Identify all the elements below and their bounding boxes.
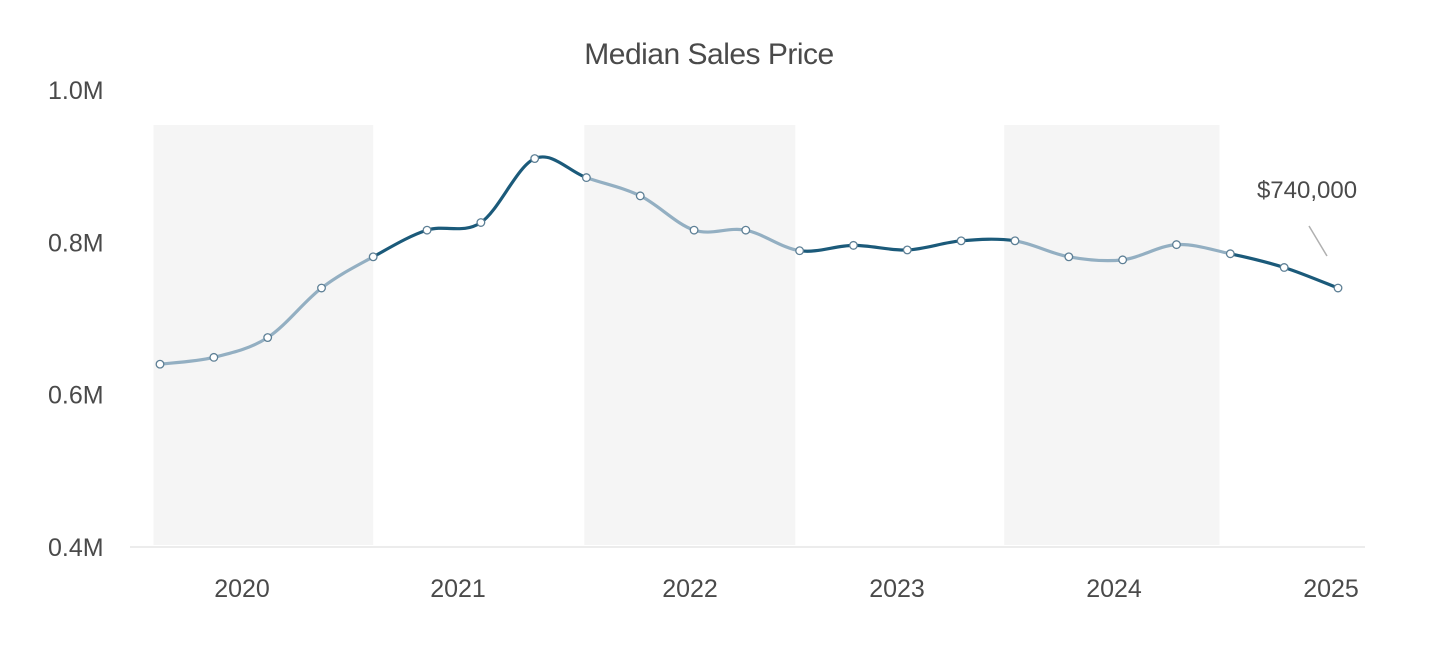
data-point: [1064, 252, 1074, 262]
data-point: [581, 173, 591, 183]
data-point: [317, 283, 326, 293]
line-segment: [533, 155, 589, 180]
line-segment: [1228, 252, 1286, 270]
data-point: [956, 236, 966, 246]
line-segment: [212, 335, 270, 359]
line-segment: [1121, 243, 1179, 262]
data-point: [530, 154, 540, 163]
line-segment: [638, 194, 696, 232]
data-point: [689, 225, 699, 235]
line-segment: [584, 175, 642, 198]
line-segment: [851, 243, 909, 252]
line-segment: [959, 237, 1017, 243]
line-segment: [1013, 239, 1071, 259]
data-point: [1279, 263, 1289, 272]
annotation-leader-line: [1308, 225, 1328, 257]
data-point: [368, 252, 378, 262]
line-segment: [744, 228, 802, 253]
price-markers: [155, 154, 1343, 369]
line-segment: [905, 239, 963, 252]
line-segment: [425, 220, 483, 232]
x-axis-ticks: 2020 2021 2022 2023 2024 2025: [214, 575, 1359, 603]
shaded-band-3: [1004, 125, 1220, 545]
data-point: [263, 333, 273, 342]
data-point: [1118, 255, 1128, 265]
x-tick-label: 2023: [869, 575, 925, 603]
line-segment: [1067, 255, 1125, 263]
line-segment: [1282, 265, 1340, 290]
line-segment: [371, 228, 429, 259]
data-point: [635, 191, 645, 201]
chart-title: Median Sales Price: [584, 38, 833, 71]
data-point: [1225, 249, 1235, 259]
line-segment: [479, 156, 537, 225]
y-tick-label: 1.0M: [48, 77, 104, 105]
annotation-label: $740,000: [1257, 177, 1357, 204]
shaded-year-bands: [153, 125, 1220, 545]
x-tick-label: 2020: [214, 575, 270, 603]
data-point: [155, 359, 165, 369]
annotations: $740,000: [1257, 177, 1357, 257]
data-point: [476, 218, 486, 227]
y-tick-label: 0.4M: [48, 534, 104, 562]
data-point: [209, 352, 219, 362]
line-segment: [266, 286, 324, 340]
data-point: [848, 240, 858, 250]
y-axis-ticks: 1.0M 0.8M 0.6M 0.4M: [48, 77, 104, 562]
x-tick-label: 2021: [430, 575, 486, 603]
data-point: [741, 225, 751, 235]
line-segment: [319, 255, 375, 290]
data-point: [1172, 240, 1181, 250]
shaded-band-1: [153, 125, 374, 545]
data-point: [1333, 283, 1343, 293]
x-tick-label: 2024: [1086, 575, 1142, 603]
data-point: [1010, 236, 1020, 246]
price-line: [158, 155, 1340, 366]
y-tick-label: 0.8M: [48, 229, 104, 257]
x-tick-label: 2022: [662, 575, 718, 603]
data-point: [902, 245, 912, 255]
data-point: [422, 225, 432, 235]
y-tick-label: 0.6M: [48, 382, 104, 410]
shaded-band-2: [584, 125, 796, 545]
data-point: [795, 246, 805, 256]
line-segment: [1174, 242, 1232, 256]
line-segment: [798, 243, 856, 253]
x-tick-label: 2025: [1303, 575, 1359, 603]
